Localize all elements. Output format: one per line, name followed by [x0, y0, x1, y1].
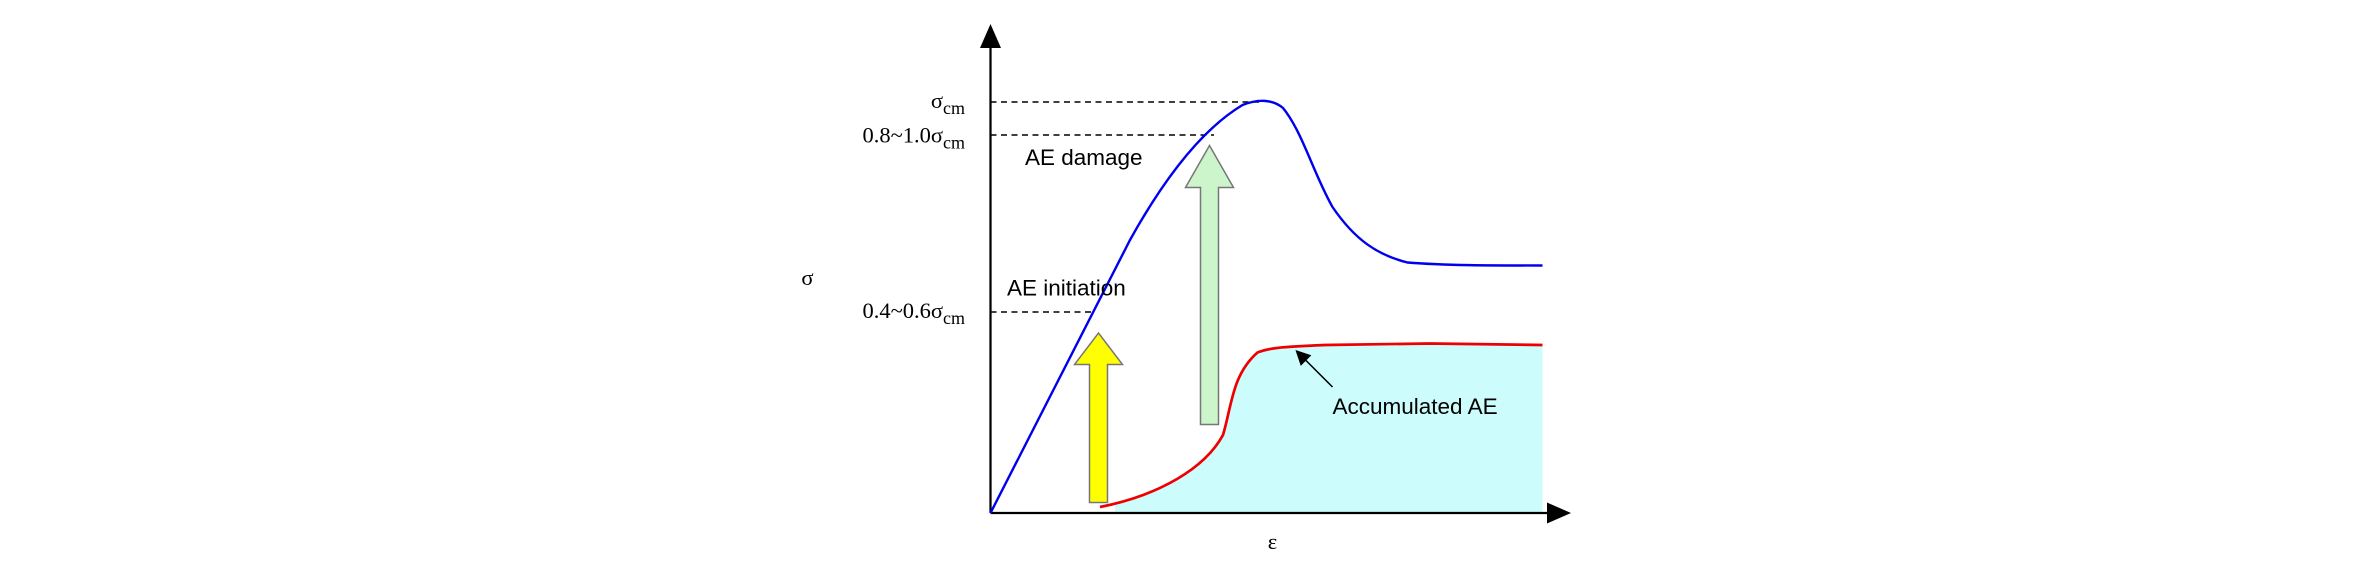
level-sub: cm: [943, 133, 965, 153]
damage-arrow: [1184, 143, 1235, 426]
annotation: Accumulated AE: [1333, 394, 1498, 419]
level-label: σcm: [931, 88, 965, 118]
initiation-arrow: [1072, 331, 1125, 504]
y-axis-arrow: [980, 24, 1001, 48]
annotation: AE initiation: [1007, 276, 1126, 301]
annotation: AE damage: [1025, 145, 1143, 170]
x-axis-arrow: [1547, 502, 1571, 524]
level-main: 0.4~0.6σ: [862, 298, 943, 323]
ae-curve: [1099, 342, 1543, 509]
level-sub: cm: [943, 98, 965, 118]
level-label: 0.8~1.0σcm: [862, 123, 965, 153]
x-axis-label: ε: [1268, 529, 1277, 554]
accumulated-area: [1115, 343, 1543, 513]
level-main: σ: [931, 88, 943, 113]
level-sub: cm: [943, 308, 965, 328]
pointer: [1295, 349, 1334, 388]
level-main: 0.8~1.0σ: [862, 123, 943, 148]
y-axis-label: σ: [801, 265, 813, 290]
level-label: 0.4~0.6σcm: [862, 298, 965, 328]
stress-curve: [989, 99, 1543, 514]
